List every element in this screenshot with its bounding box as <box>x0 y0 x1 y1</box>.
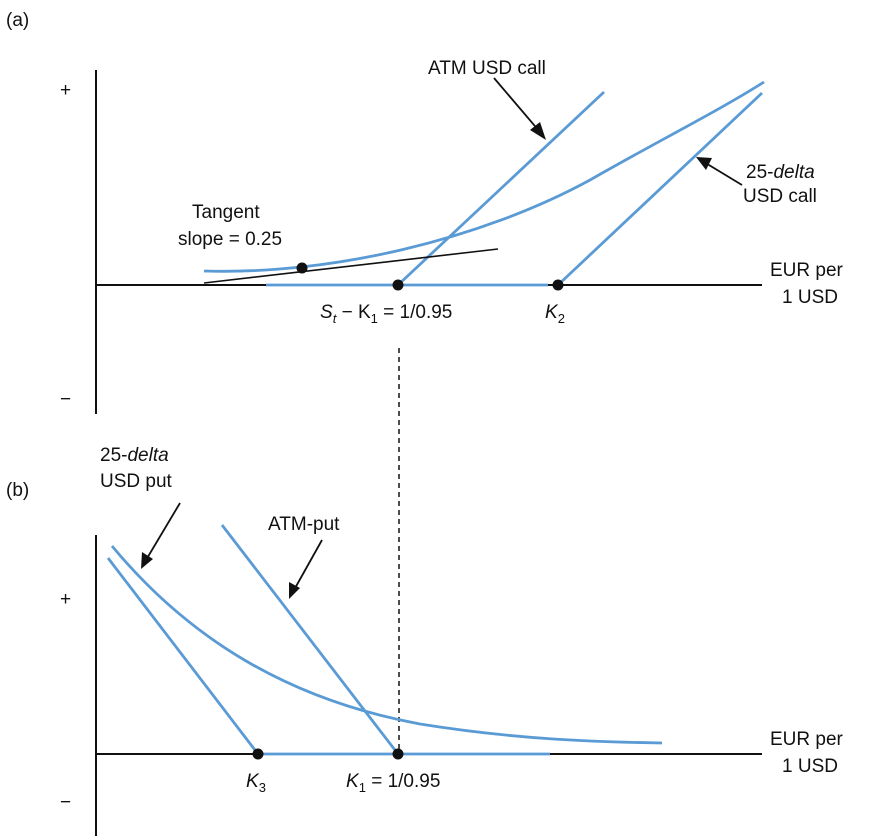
atm-put-label: ATM-put <box>268 514 340 535</box>
delta-call-arrow <box>703 161 743 186</box>
delta-put-label-prefix: 25- <box>100 445 127 466</box>
delta-call-label: 25-delta <box>746 162 815 183</box>
k1-strike-label-b: K1 = 1/0.95 <box>346 771 440 795</box>
panel-b-x-label-line2: 1 USD <box>782 756 838 777</box>
atm-call-arrowhead <box>530 122 546 140</box>
panel-a-x-label-line2: 1 USD <box>782 287 838 308</box>
delta-call-label-italic: delta <box>773 162 814 183</box>
delta-call-arrowhead <box>696 157 712 170</box>
k1-dot-a <box>392 279 404 291</box>
k2-subscript: 2 <box>558 311 565 326</box>
panel-b-x-label-line1: EUR per <box>770 729 844 750</box>
delta-call-payoff-line <box>557 91 763 287</box>
delta-put-label: 25-delta <box>100 445 169 466</box>
k1-strike-label-a: St − K1 = 1/0.95 <box>320 302 452 326</box>
k2-label: K2 <box>545 302 565 326</box>
panel-b-minus-sign: − <box>60 792 71 813</box>
delta-call-value-curve <box>203 80 765 273</box>
panel-a-x-label-line1: EUR per <box>770 260 844 281</box>
tangent-point-dot <box>296 262 308 274</box>
spot-subscript: t <box>333 311 338 326</box>
atm-call-payoff-line <box>397 90 605 287</box>
tangent-label-line2: slope = 0.25 <box>178 229 282 250</box>
tangent-line <box>203 248 499 284</box>
k1-dot-b <box>392 748 404 760</box>
k3-symbol: K <box>246 771 260 792</box>
delta-call-label-prefix: 25- <box>746 162 773 183</box>
k2-dot <box>552 279 564 291</box>
atm-call-label: ATM USD call <box>428 58 546 79</box>
strike-minus-k: − K <box>336 302 371 323</box>
atm-put-payoff-line <box>220 524 400 755</box>
delta-put-label-italic: delta <box>127 445 168 466</box>
panel-a-plus-sign: + <box>60 80 71 101</box>
k3-label: K3 <box>246 771 266 795</box>
atm-call-arrow <box>493 77 541 133</box>
k3-dot <box>252 748 264 760</box>
delta-put-value-curve <box>110 545 663 745</box>
delta-put-payoff-line <box>106 557 260 755</box>
tangent-label-line1: Tangent <box>192 202 260 223</box>
panel-a-tag: (a) <box>6 10 29 31</box>
strike-value: = 1/0.95 <box>378 302 452 323</box>
atm-put-arrowhead <box>289 582 300 599</box>
panel-b-tag: (b) <box>6 480 29 501</box>
k3-subscript: 3 <box>259 780 266 795</box>
delta-put-arrow <box>145 502 181 561</box>
panel-b-plus-sign: + <box>60 589 71 610</box>
k1-value: = 1/0.95 <box>366 771 440 792</box>
k2-symbol: K <box>545 302 559 323</box>
delta-call-label-line2: USD call <box>743 186 817 207</box>
strike-k-subscript: 1 <box>371 311 378 326</box>
delta-put-label-line2: USD put <box>100 471 173 492</box>
atm-put-arrow <box>293 539 323 591</box>
panel-a-minus-sign: − <box>60 389 71 410</box>
spot-symbol: S <box>320 302 333 323</box>
k1-symbol: K <box>346 771 360 792</box>
k1-subscript: 1 <box>359 780 366 795</box>
delta-put-arrowhead <box>141 552 153 569</box>
